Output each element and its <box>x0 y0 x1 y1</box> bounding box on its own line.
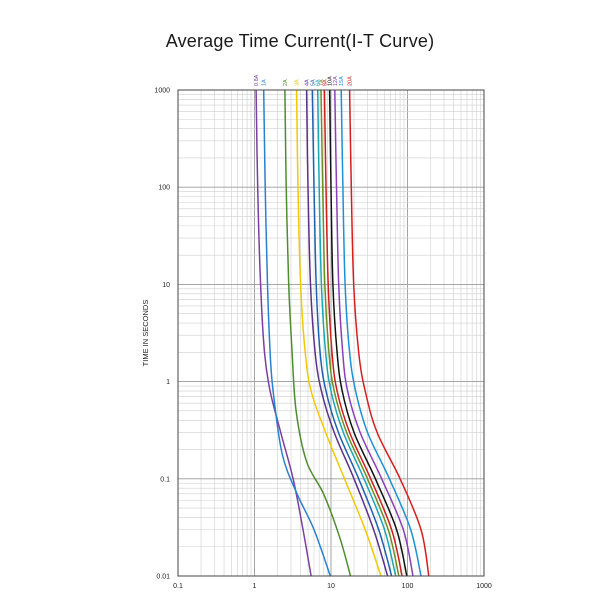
y-tick-label: 1 <box>166 379 170 386</box>
plot-frame <box>177 89 485 577</box>
y-tick-label: 0.01 <box>156 574 170 581</box>
series-line-12A <box>334 89 414 577</box>
series-line-4A <box>305 89 389 577</box>
legend-label: 6A <box>316 79 322 86</box>
legend-label: 1A <box>262 79 268 86</box>
y-tick-label: 100 <box>158 185 170 192</box>
series-line-15A <box>340 89 422 577</box>
legend-label: 15A <box>339 76 345 86</box>
legend-label: 8A <box>322 79 328 86</box>
legend-label: 10A <box>328 76 334 86</box>
series-line-5A <box>311 89 393 577</box>
x-tick-label: 0.1 <box>173 583 183 590</box>
series-line-6A <box>316 89 397 577</box>
y-tick-label: 1000 <box>154 88 170 95</box>
x-tick-label: 1000 <box>476 583 492 590</box>
legend-label: 20A <box>348 76 354 86</box>
y-tick-label: 0.1 <box>160 476 170 483</box>
legend-label: 3A <box>295 79 301 86</box>
series-line-2A <box>284 89 352 577</box>
series-line-0-8A <box>255 89 312 577</box>
legend-label: 5A <box>310 79 316 86</box>
y-axis-label: TIME IN SECONDS <box>141 300 150 367</box>
series-line-8A <box>323 89 403 577</box>
series-line-10A <box>328 89 408 577</box>
legend-label: 4A <box>305 79 311 86</box>
legend-label: 12A <box>333 76 339 86</box>
legend-label: 2A <box>283 79 289 86</box>
series-line-7A <box>320 89 400 577</box>
x-tick-label: 1 <box>253 583 257 590</box>
series-line-20A <box>348 89 430 577</box>
series-line-3A <box>295 89 382 577</box>
x-tick-label: 10 <box>327 583 335 590</box>
curves <box>255 89 430 577</box>
legend-label: 7A <box>319 79 325 86</box>
legend-label: 0.8A <box>254 74 260 86</box>
x-tick-label: 100 <box>402 583 414 590</box>
y-tick-label: 10 <box>162 282 170 289</box>
chart-title: Average Time Current(I-T Curve) <box>165 31 435 51</box>
series-line-1A <box>262 89 332 577</box>
